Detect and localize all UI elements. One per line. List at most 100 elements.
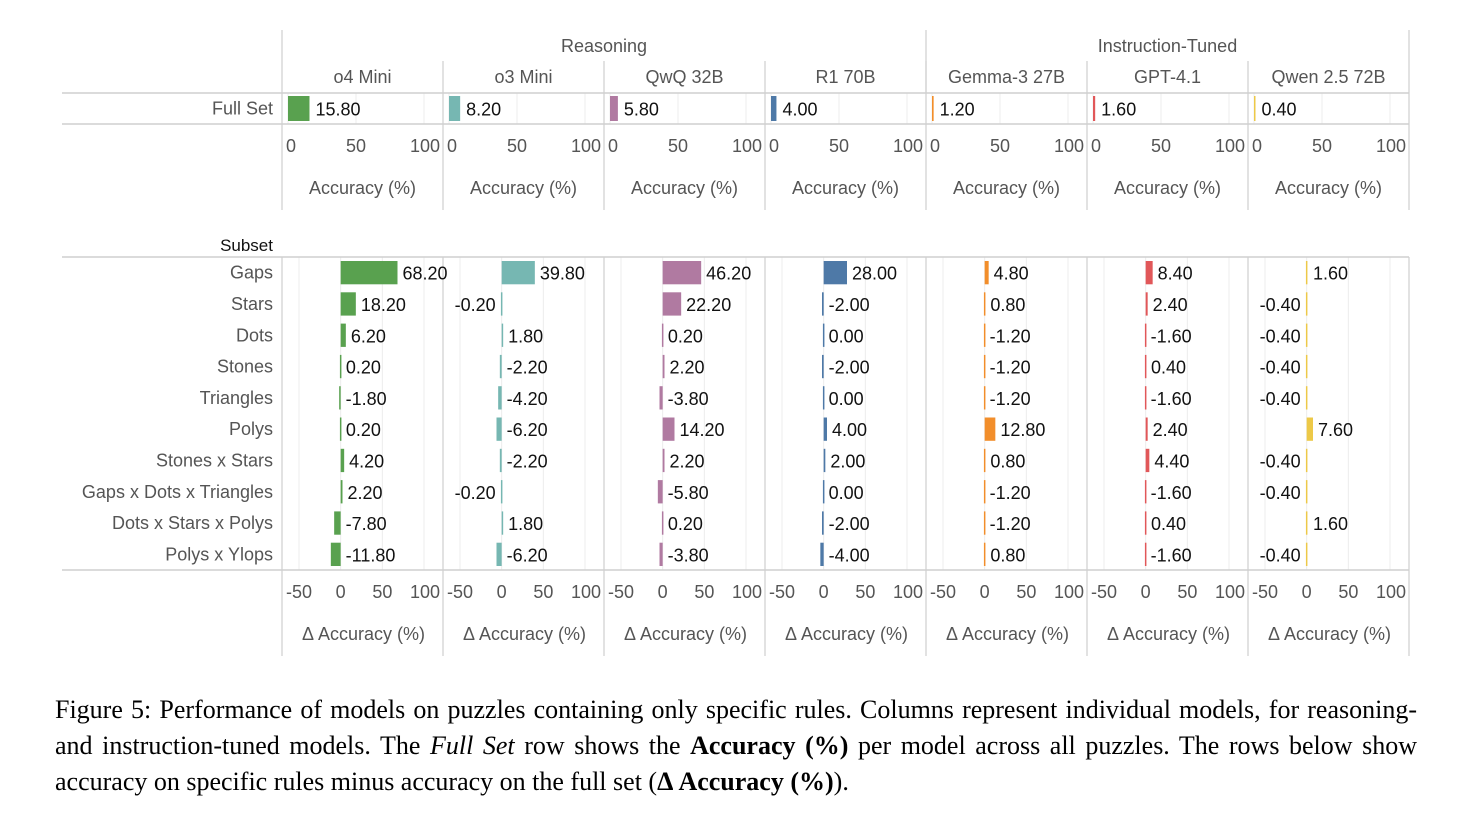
- full-set-tick-label: 50: [1312, 136, 1332, 156]
- subset-value-label-polys-gemma-3-27b: 12.80: [1000, 420, 1045, 440]
- full-set-tick-label: 0: [286, 136, 296, 156]
- subset-value-label-stars-o4-mini: 18.20: [361, 295, 406, 315]
- subset-value-label-polys-x-ylops-gemma-3-27b: 0.80: [990, 545, 1025, 565]
- subset-bar-stars-qwq-32b: [662, 292, 682, 316]
- facet-bar-chart: Reasoning Instruction-Tuned o4 Mini o3 Mini…: [62, 30, 1410, 656]
- subset-bar-stars-o3-mini: [500, 292, 503, 316]
- subset-bar-polys-o3-mini: [496, 417, 502, 441]
- full-set-value-label-gemma-3-27b: 1.20: [940, 100, 975, 120]
- subset-tick-label: 100: [893, 582, 923, 602]
- subset-axis-title: Δ Accuracy (%): [624, 624, 747, 644]
- full-set-axis-title: Accuracy (%): [1114, 178, 1221, 198]
- full-set-tick-label: 0: [930, 136, 940, 156]
- subset-value-label-gaps-r1-70b: 28.00: [852, 264, 897, 284]
- subset-tick-label: 0: [1302, 582, 1312, 602]
- subset-tick-label: -50: [769, 582, 795, 602]
- subset-bar-gaps-x-dots-x-triangles-qwq-32b: [657, 480, 663, 504]
- subset-value-label-gaps-x-dots-x-triangles-qwq-32b: -5.80: [668, 483, 709, 503]
- full-set-bar-o4-mini: [288, 96, 310, 121]
- full-set-tick-label: 50: [346, 136, 366, 156]
- subset-bar-gaps-qwq-32b: [662, 261, 702, 285]
- subset-bar-stones-x-stars-r1-70b: [823, 448, 826, 473]
- subset-value-label-triangles-o3-mini: -4.20: [507, 389, 548, 409]
- subset-value-label-stars-gpt-4-1: 2.40: [1153, 295, 1188, 315]
- subset-value-label-dots-qwq-32b: 0.20: [668, 326, 703, 346]
- subset-value-label-polys-x-ylops-qwen-2-5-72b: -0.40: [1260, 545, 1301, 565]
- full-set-bar-gpt-4-1: [1093, 96, 1096, 121]
- caption-prefix: Figure 5: Performance of models on puzzl…: [55, 695, 1417, 760]
- subset-value-label-gaps-x-dots-x-triangles-o4-mini: 2.20: [348, 483, 383, 503]
- full-set-tick-label: 0: [447, 136, 457, 156]
- full-set-tick-label: 0: [1252, 136, 1262, 156]
- model-header-qwen-2-5-72b: Qwen 2.5 72B: [1271, 67, 1385, 87]
- model-header-o3-mini: o3 Mini: [494, 67, 552, 87]
- subset-bar-dots-x-stars-x-polys-o4-mini: [334, 511, 341, 535]
- row-label-polys: Polys: [229, 419, 273, 439]
- subset-value-label-gaps-o3-mini: 39.80: [540, 264, 585, 284]
- caption-accuracy: Accuracy (%): [690, 731, 849, 760]
- subset-value-label-dots-gpt-4-1: -1.60: [1151, 326, 1192, 346]
- subset-value-label-gaps-qwen-2-5-72b: 1.60: [1313, 264, 1348, 284]
- full-set-tick-label: 100: [1376, 136, 1406, 156]
- subset-bar-dots-x-stars-x-polys-gemma-3-27b: [983, 511, 986, 535]
- subset-bar-stones-qwen-2-5-72b: [1305, 354, 1308, 379]
- subset-bar-triangles-qwq-32b: [659, 386, 663, 410]
- subset-tick-label: 50: [1177, 582, 1197, 602]
- subset-value-label-stones-gemma-3-27b: -1.20: [990, 358, 1031, 378]
- subset-bar-stones-x-stars-qwen-2-5-72b: [1305, 448, 1308, 473]
- subset-value-label-stones-x-stars-o3-mini: -2.20: [507, 451, 548, 471]
- subset-bar-polys-gpt-4-1: [1145, 417, 1148, 441]
- full-set-tick-label: 100: [732, 136, 762, 156]
- subset-value-label-triangles-gpt-4-1: -1.60: [1151, 389, 1192, 409]
- subset-bar-gaps-x-dots-x-triangles-gemma-3-27b: [983, 480, 986, 504]
- subset-value-label-dots-x-stars-x-polys-o3-mini: 1.80: [508, 514, 543, 534]
- subset-tick-label: 0: [658, 582, 668, 602]
- model-header-qwq-32b: QwQ 32B: [645, 67, 723, 87]
- subset-axis-title: Δ Accuracy (%): [302, 624, 425, 644]
- subset-value-label-stars-qwq-32b: 22.20: [686, 295, 731, 315]
- subset-value-label-stars-r1-70b: -2.00: [829, 295, 870, 315]
- subset-bar-dots-gpt-4-1: [1144, 323, 1147, 347]
- subset-bar-stones-qwq-32b: [662, 354, 665, 379]
- subset-header: Subset: [220, 236, 273, 255]
- subset-bar-gaps-x-dots-x-triangles-qwen-2-5-72b: [1305, 480, 1308, 504]
- full-set-axis-title: Accuracy (%): [631, 178, 738, 198]
- subset-value-label-gaps-qwq-32b: 46.20: [706, 264, 751, 284]
- full-set-tick-label: 50: [507, 136, 527, 156]
- subset-bar-dots-o4-mini: [340, 323, 346, 347]
- subset-bar-stones-o4-mini: [339, 354, 342, 379]
- model-header-r1-70b: R1 70B: [815, 67, 875, 87]
- row-label-full-set: Full Set: [212, 99, 273, 119]
- row-label-gaps-x-dots-x-triangles: Gaps x Dots x Triangles: [82, 482, 273, 502]
- row-label-polys-x-ylops: Polys x Ylops: [165, 544, 273, 564]
- subset-axis-title: Δ Accuracy (%): [785, 624, 908, 644]
- subset-bar-gaps-gpt-4-1: [1145, 261, 1153, 285]
- subset-tick-label: -50: [930, 582, 956, 602]
- subset-tick-label: 50: [1338, 582, 1358, 602]
- subset-value-label-dots-o3-mini: 1.80: [508, 326, 543, 346]
- subset-bar-dots-x-stars-x-polys-r1-70b: [822, 511, 824, 535]
- subset-axis-title: Δ Accuracy (%): [946, 624, 1069, 644]
- subset-bar-polys-x-ylops-r1-70b: [820, 542, 824, 566]
- row-label-dots: Dots: [236, 325, 273, 345]
- subset-bar-dots-r1-70b: [822, 323, 825, 347]
- row-label-stones-x-stars: Stones x Stars: [156, 450, 273, 470]
- subset-bar-dots-x-stars-x-polys-gpt-4-1: [1144, 511, 1147, 535]
- subset-bar-gaps-qwen-2-5-72b: [1305, 261, 1308, 285]
- subset-value-label-triangles-gemma-3-27b: -1.20: [990, 389, 1031, 409]
- subset-bar-stones-x-stars-o3-mini: [499, 448, 502, 473]
- subset-value-label-gaps-gemma-3-27b: 4.80: [994, 264, 1029, 284]
- full-set-tick-label: 50: [990, 136, 1010, 156]
- subset-value-label-polys-x-ylops-r1-70b: -4.00: [829, 545, 870, 565]
- full-set-tick-label: 50: [668, 136, 688, 156]
- subset-tick-label: 100: [571, 582, 601, 602]
- subset-value-label-dots-qwen-2-5-72b: -0.40: [1260, 326, 1301, 346]
- group-header-instruction-tuned: Instruction-Tuned: [1098, 36, 1237, 56]
- subset-bar-dots-qwq-32b: [661, 323, 664, 347]
- subset-tick-label: -50: [1252, 582, 1278, 602]
- subset-value-label-polys-o3-mini: -6.20: [507, 420, 548, 440]
- subset-bar-stones-x-stars-qwq-32b: [662, 448, 665, 473]
- subset-bar-polys-x-ylops-gemma-3-27b: [983, 542, 986, 566]
- subset-value-label-dots-x-stars-x-polys-r1-70b: -2.00: [829, 514, 870, 534]
- subset-bar-polys-r1-70b: [823, 417, 827, 441]
